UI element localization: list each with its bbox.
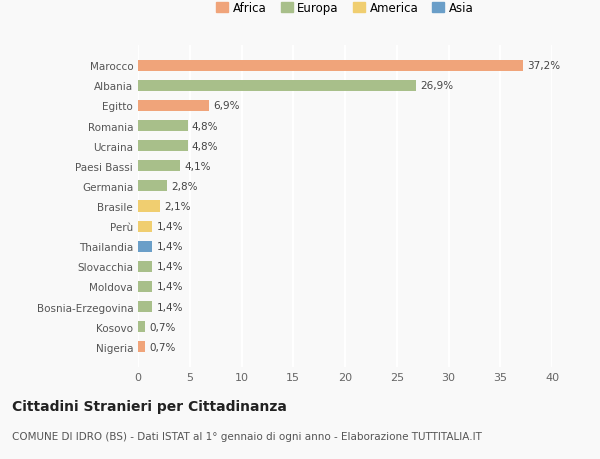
Text: 26,9%: 26,9% xyxy=(421,81,454,91)
Text: 4,8%: 4,8% xyxy=(192,141,218,151)
Bar xyxy=(138,61,523,72)
Bar xyxy=(138,121,188,132)
Text: 4,8%: 4,8% xyxy=(192,121,218,131)
Text: 1,4%: 1,4% xyxy=(157,262,183,272)
Bar xyxy=(138,181,167,192)
Bar xyxy=(138,101,209,112)
Bar xyxy=(138,141,188,152)
Text: COMUNE DI IDRO (BS) - Dati ISTAT al 1° gennaio di ogni anno - Elaborazione TUTTI: COMUNE DI IDRO (BS) - Dati ISTAT al 1° g… xyxy=(12,431,482,442)
Bar xyxy=(138,302,152,313)
Text: 1,4%: 1,4% xyxy=(157,282,183,292)
Bar xyxy=(138,261,152,272)
Text: 37,2%: 37,2% xyxy=(527,61,560,71)
Text: 2,8%: 2,8% xyxy=(171,181,197,191)
Text: 0,7%: 0,7% xyxy=(149,342,176,352)
Text: 1,4%: 1,4% xyxy=(157,222,183,232)
Bar xyxy=(138,341,145,353)
Bar xyxy=(138,161,181,172)
Legend: Africa, Europa, America, Asia: Africa, Europa, America, Asia xyxy=(212,0,478,20)
Bar xyxy=(138,241,152,252)
Text: 0,7%: 0,7% xyxy=(149,322,176,332)
Text: 4,1%: 4,1% xyxy=(185,162,211,171)
Text: 1,4%: 1,4% xyxy=(157,242,183,252)
Bar xyxy=(138,221,152,232)
Bar xyxy=(138,201,160,212)
Text: 6,9%: 6,9% xyxy=(214,101,240,111)
Bar xyxy=(138,81,416,92)
Bar xyxy=(138,321,145,332)
Text: Cittadini Stranieri per Cittadinanza: Cittadini Stranieri per Cittadinanza xyxy=(12,399,287,413)
Bar xyxy=(138,281,152,292)
Text: 2,1%: 2,1% xyxy=(164,202,190,212)
Text: 1,4%: 1,4% xyxy=(157,302,183,312)
